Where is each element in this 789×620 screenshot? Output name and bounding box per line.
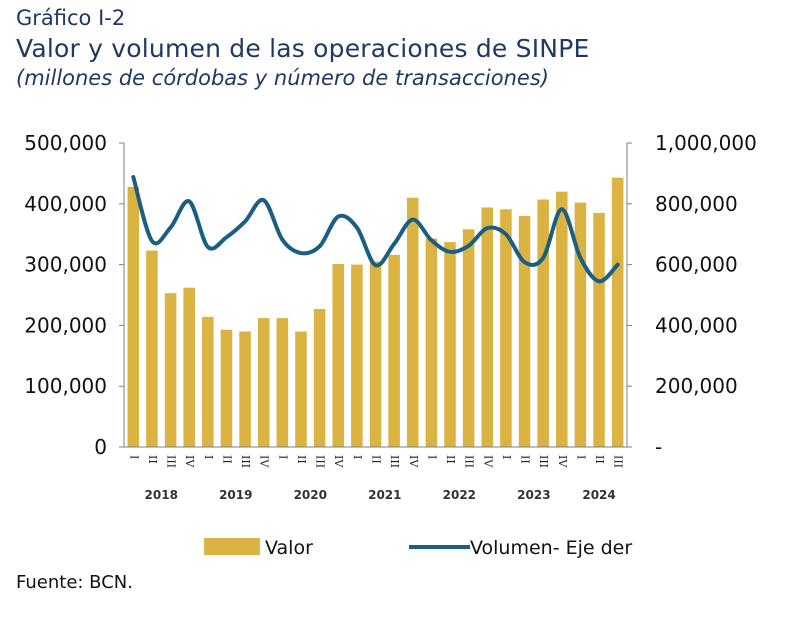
left-tick-label: 400,000 [24,192,107,216]
bar-valor-13 [351,264,363,447]
bar-valor-25 [574,202,587,447]
bar-valor-17 [425,238,438,447]
quarter-label: II [444,455,457,464]
bar-valor-1 [127,186,140,447]
quarter-label: IV [407,455,420,468]
quarter-label: III [612,455,625,468]
right-tick-label: 200,000 [655,374,738,398]
quarter-label: IV [332,455,345,468]
quarter-label: III [314,455,327,468]
year-label: 2019 [219,488,252,502]
year-label: 2020 [294,488,327,502]
bar-valor-19 [462,229,475,447]
quarter-label: I [276,455,289,459]
line-series-volumen [131,175,620,284]
quarter-label: IV [481,455,494,468]
bar-valor-21 [500,209,512,447]
chart-header: Gráfico I-2 Valor y volumen de las opera… [16,4,589,93]
bar-valor-14 [369,261,382,447]
legend-label-valor: Valor [265,537,313,559]
quarter-label: IV [258,455,271,468]
quarter-label: II [220,455,233,464]
chart-axes: 0 100,000 200,000 300,000 400,000 500,000 - 200… [24,131,757,459]
left-tick-label: 200,000 [24,313,107,337]
bar-valor-23 [537,199,549,447]
quarter-label: II [593,455,606,464]
quarter-label: II [146,455,159,464]
quarter-label: I [500,455,513,459]
quarter-label: III [537,455,550,468]
bar-series-valor [127,177,624,447]
bar-valor-9 [276,318,289,447]
bar-valor-5 [202,316,214,447]
bar-valor-26 [593,212,605,447]
bar-valor-7 [239,331,251,447]
quarter-label: III [388,455,401,468]
quarter-label: IV [556,455,569,468]
chart-title: Valor y volumen de las operaciones de SI… [16,34,590,63]
year-label: 2024 [582,488,615,502]
right-tick-label: - [655,435,662,459]
bar-valor-12 [332,263,345,447]
figure-number: Gráfico I-2 [16,6,126,30]
bar-valor-22 [518,215,531,447]
year-label: 2022 [443,488,476,502]
quarter-label: II [295,455,308,464]
bar-valor-16 [406,197,419,447]
quarter-label: II [370,455,383,464]
bar-valor-10 [295,331,307,447]
bar-valor-24 [556,191,568,447]
legend-swatch-valor [204,538,260,555]
bar-valor-11 [313,308,326,447]
quarter-label: III [165,455,178,468]
year-label: 2018 [145,488,178,502]
right-tick-label: 400,000 [655,313,738,337]
quarter-label: II [519,455,532,464]
quarter-label: I [127,455,140,459]
quarter-label: I [574,455,587,459]
left-tick-label: 0 [94,435,107,459]
chart-legend: Valor Volumen- Eje der [204,537,632,559]
legend-label-volumen: Volumen- Eje der [470,537,632,559]
bar-valor-2 [146,250,158,447]
left-tick-label: 300,000 [24,253,107,277]
x-axis-labels: I II III IV I II III IV I II III IV I II III IV I II III IV… [127,455,624,502]
right-tick-label: 600,000 [655,253,738,277]
quarter-label: I [425,455,438,459]
year-label: 2021 [368,488,401,502]
chart-subtitle: (millones de córdobas y número de transa… [16,66,549,90]
left-tick-label: 500,000 [24,131,107,155]
quarter-label: I [351,455,364,459]
left-tick-label: 100,000 [24,374,107,398]
right-tick-label: 1,000,000 [655,131,757,155]
quarter-label: III [463,455,476,468]
right-tick-label: 800,000 [655,192,738,216]
bar-valor-4 [183,287,195,447]
bar-valor-6 [220,329,233,447]
bar-valor-27 [611,177,624,447]
bar-valor-15 [388,254,400,447]
year-label: 2023 [517,488,550,502]
bar-valor-20 [481,207,494,447]
bar-valor-8 [257,318,270,447]
bar-valor-3 [164,293,177,447]
bar-valor-18 [444,242,456,447]
quarter-label: IV [183,455,196,468]
quarter-label: III [239,455,252,468]
quarter-label: I [202,455,215,459]
source-note: Fuente: BCN. [16,572,133,593]
